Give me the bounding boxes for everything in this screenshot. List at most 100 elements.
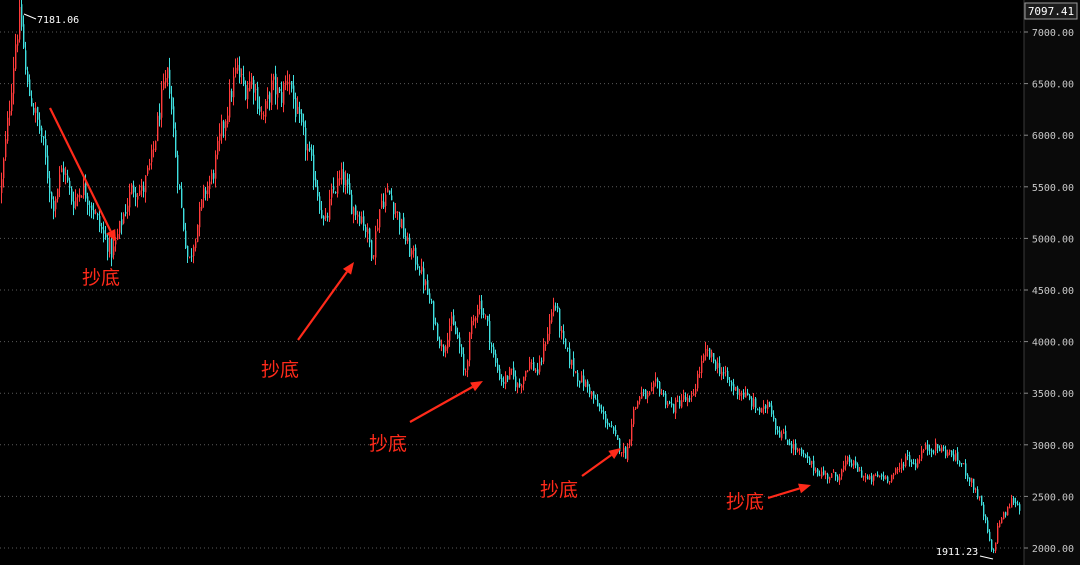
candle-body xyxy=(513,367,515,377)
candle-body xyxy=(735,386,737,391)
candle-body xyxy=(833,471,835,473)
candle-body xyxy=(807,456,809,458)
candle-body xyxy=(525,370,527,378)
candle-body xyxy=(655,378,657,382)
candle-body xyxy=(711,352,713,357)
candle-body xyxy=(651,387,653,391)
candle-body xyxy=(967,474,969,479)
candle-body xyxy=(279,89,281,92)
candle-body xyxy=(581,375,583,383)
current-price-marker: 7097.41 xyxy=(1024,2,1078,20)
candle-body xyxy=(57,188,59,200)
candle-body xyxy=(345,179,347,186)
candle-body xyxy=(869,476,871,480)
candle-body xyxy=(955,453,957,461)
candle-body xyxy=(207,186,209,195)
candle-body xyxy=(619,438,621,452)
candle-body xyxy=(227,115,229,125)
candle-body xyxy=(43,136,45,139)
candle-body xyxy=(29,79,31,96)
candle-body xyxy=(257,87,259,109)
candle-body xyxy=(141,185,143,191)
candle-body xyxy=(497,364,499,371)
candle-body xyxy=(931,450,933,453)
candle-body xyxy=(743,392,745,398)
candle-body xyxy=(925,444,927,450)
price-tick-label: 5500.00 xyxy=(1032,183,1074,194)
candle-body xyxy=(639,397,641,402)
candle-body xyxy=(317,186,319,197)
candle-body xyxy=(621,452,623,454)
candle-body xyxy=(657,379,659,383)
candle-body xyxy=(41,127,43,138)
candle-body xyxy=(603,411,605,414)
candle-body xyxy=(185,230,187,249)
candle-body xyxy=(35,108,37,113)
candle-body xyxy=(407,237,409,242)
candle-body xyxy=(775,418,777,430)
max-marker-line xyxy=(23,13,37,20)
candle-body xyxy=(797,449,799,451)
candle-body xyxy=(697,374,699,389)
candle-body xyxy=(389,190,391,194)
candle-body xyxy=(645,389,647,399)
max-price-label: 7181.06 xyxy=(37,15,79,26)
candle-body xyxy=(467,360,469,371)
candle-body xyxy=(825,473,827,475)
price-tick-label: 3000.00 xyxy=(1032,441,1074,452)
candle-body xyxy=(167,67,169,79)
candle-body xyxy=(667,403,669,407)
candle-body xyxy=(265,101,267,117)
candle-body xyxy=(755,398,757,408)
candle-body xyxy=(781,433,783,439)
candle-body xyxy=(791,444,793,449)
candle-body xyxy=(1001,518,1003,524)
candle-body xyxy=(107,237,109,252)
candle-body xyxy=(871,475,873,482)
candle-body xyxy=(49,177,51,194)
candle-body xyxy=(911,462,913,464)
price-tick-label: 3500.00 xyxy=(1032,389,1074,400)
candle-body xyxy=(835,472,837,477)
candle-body xyxy=(841,469,843,477)
candle-body xyxy=(25,50,27,70)
candle-body xyxy=(933,451,935,453)
candle-body xyxy=(777,430,779,433)
candle-body xyxy=(845,460,847,467)
candle-body xyxy=(733,384,735,391)
candle-body xyxy=(565,338,567,347)
candle-body xyxy=(123,214,125,224)
candle-body xyxy=(887,476,889,482)
candle-body xyxy=(509,368,511,380)
candle-body xyxy=(457,334,459,338)
candle-body xyxy=(763,406,765,409)
candle-body xyxy=(415,247,417,265)
candle-body xyxy=(519,382,521,387)
current-price-box xyxy=(1024,2,1078,20)
candle-body xyxy=(225,120,227,131)
candle-body xyxy=(87,196,89,206)
candle-body xyxy=(517,383,519,388)
candle-body xyxy=(673,404,675,413)
candle-body xyxy=(951,450,953,456)
annotation-arrow-head xyxy=(798,483,811,494)
candle-body xyxy=(347,178,349,185)
candle-body xyxy=(111,237,113,258)
candle-body xyxy=(823,470,825,475)
candle-body xyxy=(615,429,617,435)
candle-body xyxy=(543,343,545,362)
candle-body xyxy=(363,216,365,226)
candle-body xyxy=(963,463,965,465)
candle-body xyxy=(181,188,183,208)
candle-body xyxy=(417,263,419,268)
candle-body xyxy=(429,293,431,301)
candle-body xyxy=(155,141,157,151)
candle-body xyxy=(325,215,327,218)
candle-body xyxy=(211,173,213,180)
candle-body xyxy=(297,106,299,114)
candle-body xyxy=(421,266,423,272)
candle-body xyxy=(283,84,285,105)
candle-body xyxy=(813,460,815,471)
candles-group xyxy=(1,0,1021,554)
candle-body xyxy=(487,315,489,322)
